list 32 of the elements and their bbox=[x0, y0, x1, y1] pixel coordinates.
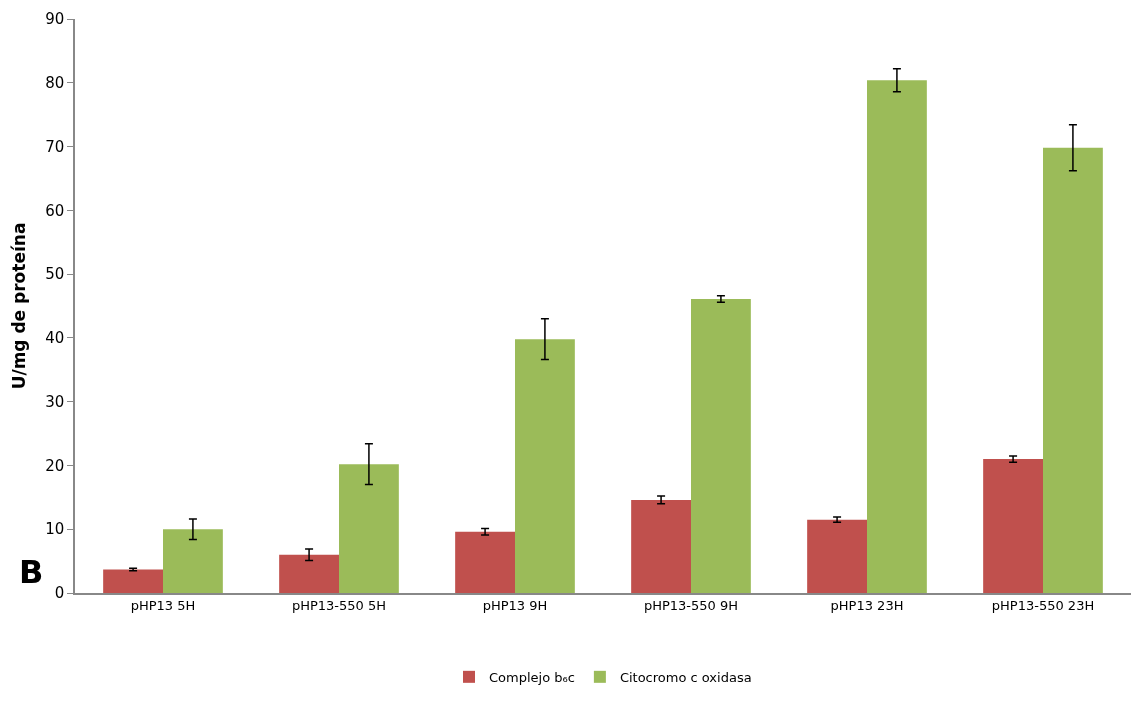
bar bbox=[339, 464, 399, 593]
x-tick-label: pHP13-550 5H bbox=[291, 598, 387, 614]
legend-label: Citocromo c oxidasa bbox=[619, 669, 752, 685]
y-tick-label: 40 bbox=[45, 329, 65, 348]
y-tick-label: 0 bbox=[54, 584, 65, 603]
y-tick-label: 10 bbox=[45, 520, 65, 539]
bar bbox=[163, 529, 223, 593]
bar bbox=[807, 519, 867, 593]
bar bbox=[515, 339, 575, 593]
bar bbox=[867, 80, 927, 593]
x-tick-label: pHP13-550 9H bbox=[643, 598, 739, 614]
y-tick-label: 60 bbox=[45, 201, 65, 220]
y-tick-label: 20 bbox=[45, 456, 65, 475]
text: B bbox=[19, 553, 44, 591]
bar bbox=[455, 531, 515, 593]
y-tick-label: 30 bbox=[45, 392, 65, 411]
legend-label: Complejo b₆c bbox=[489, 669, 575, 685]
x-tick-label: pHP13 9H bbox=[482, 598, 548, 614]
x-tick-label: pHP13-550 23H bbox=[991, 598, 1095, 614]
bar bbox=[1043, 147, 1103, 593]
bar bbox=[103, 569, 163, 593]
x-tick-label: pHP13 23H bbox=[830, 598, 904, 614]
bar bbox=[691, 298, 751, 593]
y-axis-title: U/mg de proteína bbox=[9, 222, 30, 390]
y-tick-label: 80 bbox=[45, 74, 65, 93]
y-tick-label: 50 bbox=[45, 265, 65, 284]
bar bbox=[631, 499, 691, 593]
bar bbox=[279, 554, 339, 593]
y-tick-label: 90 bbox=[45, 10, 65, 29]
bar bbox=[983, 459, 1043, 593]
y-tick-label: 70 bbox=[45, 137, 65, 156]
x-tick-label: pHP13 5H bbox=[130, 598, 196, 614]
